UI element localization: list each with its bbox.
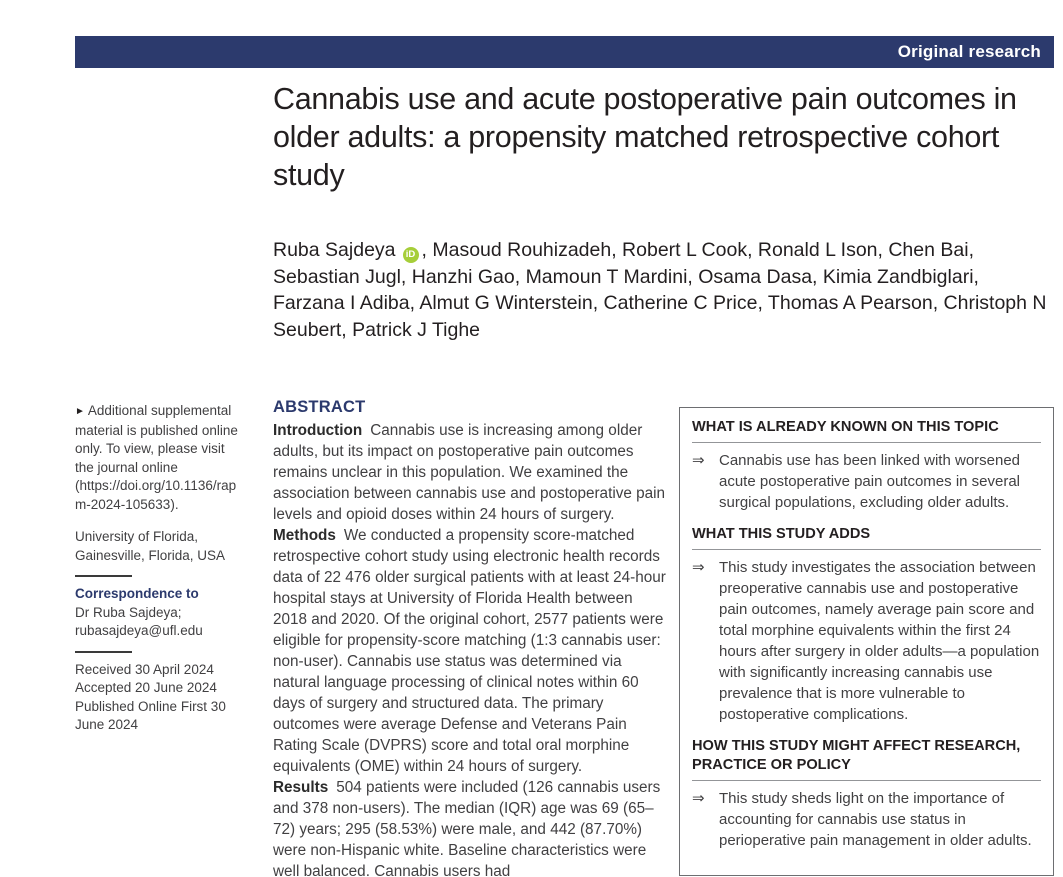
correspondence-heading: Correspondence to: [75, 586, 199, 601]
orcid-icon[interactable]: iD: [402, 247, 419, 263]
key-message-text: Cannabis use has been linked with worsen…: [719, 452, 1021, 511]
author-first: Ruba Sajdeya: [273, 239, 396, 261]
article-type-label: Original research: [897, 42, 1041, 61]
paragraph-label: Introduction: [273, 422, 363, 439]
supplemental-note: ►Additional supplemental material is pub…: [75, 402, 247, 514]
double-arrow-bullet-icon: ⇒: [692, 790, 705, 807]
key-messages-heading-known: WHAT IS ALREADY KNOWN ON THIS TOPIC: [692, 419, 999, 435]
key-messages-box: WHAT IS ALREADY KNOWN ON THIS TOPIC ⇒ Ca…: [679, 407, 1054, 876]
accepted-date: Accepted 20 June 2024: [75, 680, 217, 695]
article-title: Cannabis use and acute postoperative pai…: [273, 82, 1017, 192]
paragraph-text: 504 patients were included (126 cannabis…: [273, 779, 661, 877]
heading-rule: [692, 442, 1041, 443]
key-message-text: This study investigates the association …: [719, 559, 1040, 723]
key-message-item: ⇒ This study investigates the associatio…: [692, 557, 1041, 725]
abstract-paragraph-introduction: Introduction Cannabis use is increasing a…: [273, 420, 667, 525]
author-list: Ruba Sajdeya iD, Masoud Rouhizadeh, Rober…: [273, 237, 1055, 343]
left-sidebar: ►Additional supplemental material is pub…: [75, 402, 247, 735]
double-arrow-bullet-icon: ⇒: [692, 559, 705, 576]
double-arrow-bullet-icon: ⇒: [692, 452, 705, 469]
abstract-section: ABSTRACT Introduction Cannabis use is inc…: [273, 398, 667, 877]
supplemental-note-text: Additional supplemental material is publ…: [75, 403, 238, 512]
article-type-banner: Original research: [75, 36, 1054, 68]
article-history: Received 30 April 2024 Accepted 20 June …: [75, 661, 247, 735]
key-messages-heading-affect: HOW THIS STUDY MIGHT AFFECT RESEARCH, PR…: [692, 738, 1021, 773]
correspondence-name: Dr Ruba Sajdeya;: [75, 604, 182, 620]
key-message-item: ⇒ Cannabis use has been linked with wors…: [692, 450, 1041, 513]
key-message-text: This study sheds light on the importance…: [719, 790, 1032, 849]
abstract-paragraph-methods: Methods We conducted a propensity score-m…: [273, 525, 667, 777]
published-date: Published Online First 30 June 2024: [75, 698, 226, 733]
heading-rule: [692, 549, 1041, 550]
correspondence-email: rubasajdeya@ufl.edu: [75, 623, 203, 638]
paragraph-label: Results: [273, 779, 329, 796]
abstract-paragraph-results: Results 504 patients were included (126 c…: [273, 777, 667, 877]
paragraph-text: Cannabis use is increasing among older a…: [273, 422, 666, 523]
received-date: Received 30 April 2024: [75, 661, 214, 677]
paragraph-label: Methods: [273, 527, 336, 544]
key-messages-heading-adds: WHAT THIS STUDY ADDS: [692, 526, 871, 542]
affiliation: University of Florida, Gainesville, Flor…: [75, 529, 226, 563]
heading-rule: [692, 780, 1041, 781]
sidebar-divider: [75, 650, 132, 653]
paragraph-text: We conducted a propensity score-matched …: [273, 527, 666, 775]
sidebar-divider: [75, 575, 132, 577]
abstract-heading: ABSTRACT: [273, 398, 366, 416]
triangle-bullet-icon: ►: [75, 406, 88, 417]
key-message-item: ⇒ This study sheds light on the importan…: [692, 788, 1041, 851]
author-rest: , Masoud Rouhizadeh, Robert L Cook, Rona…: [273, 239, 1047, 341]
